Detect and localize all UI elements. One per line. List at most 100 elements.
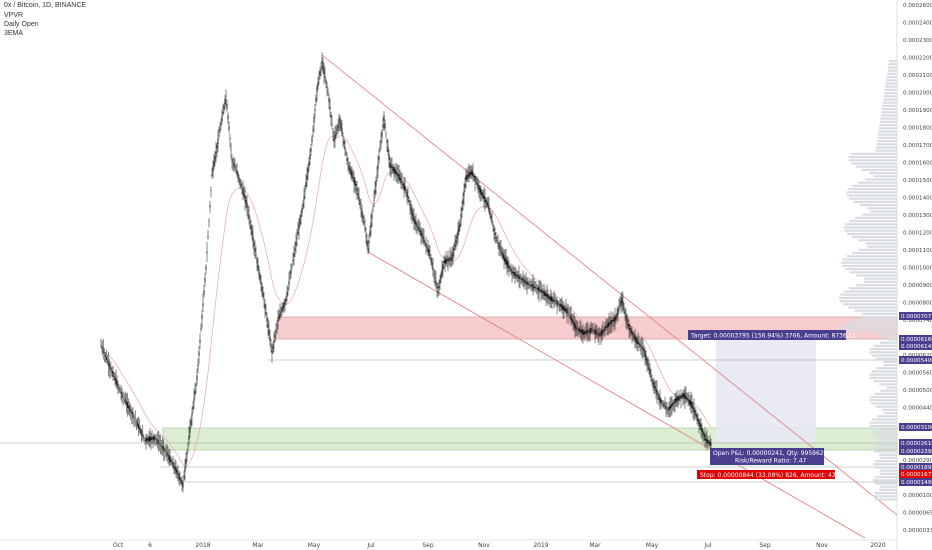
volume-profile-bar	[863, 277, 897, 280]
open-pl-note[interactable]: Open P&L: 0.00000241, Qty: 99596245 Risk…	[710, 448, 831, 465]
candle	[667, 406, 669, 417]
candle	[581, 326, 583, 343]
candle	[192, 401, 194, 414]
candle	[541, 285, 543, 300]
candle	[153, 433, 155, 445]
volume-profile-bar	[887, 72, 897, 75]
candle	[524, 276, 526, 287]
long-position-target-area[interactable]	[716, 338, 816, 442]
candle	[525, 272, 527, 291]
candle	[258, 265, 260, 280]
candle	[418, 219, 420, 235]
volume-profile-bar	[852, 319, 897, 322]
candle	[338, 113, 340, 132]
volume-profile-bar	[877, 140, 897, 143]
candle	[100, 338, 102, 348]
candle	[134, 410, 136, 427]
candle	[431, 257, 433, 269]
candle	[110, 362, 112, 378]
stop-note-text: Stop: 0.00000844 (33.08%) 826, Amount: 4…	[700, 472, 843, 479]
candle	[587, 322, 589, 343]
candle	[408, 196, 410, 205]
volume-profile-bar	[889, 60, 897, 63]
time-tick-label: Oct	[113, 542, 124, 549]
stop-note[interactable]: Stop: 0.00000844 (33.08%) 826, Amount: 4…	[697, 470, 843, 479]
candle	[469, 165, 471, 179]
candle	[398, 164, 400, 183]
candle	[688, 391, 690, 407]
candle	[244, 187, 246, 211]
time-axis[interactable]: Oct 6 2018 Mar May Jul Sep Nov 2019 Mar May Jul Sep N…	[113, 542, 886, 549]
open-pl-text: Open P&L: 0.00000241, Qty: 99596245	[713, 450, 831, 457]
candle	[529, 278, 531, 289]
candle	[133, 414, 135, 428]
price-badge-label: 0.00002398	[901, 449, 932, 455]
candle	[693, 398, 695, 421]
candle	[249, 216, 251, 230]
candle	[121, 387, 123, 404]
candle	[426, 244, 428, 253]
candle	[162, 436, 164, 456]
indicator-3ema[interactable]: 3EMA	[4, 30, 24, 37]
volume-profile-bar	[847, 232, 897, 235]
candle	[458, 219, 460, 235]
candle	[691, 394, 693, 413]
volume-profile-bar	[883, 98, 897, 101]
candle	[546, 284, 548, 304]
candle	[507, 256, 509, 273]
candle	[252, 225, 254, 249]
target-note[interactable]: Target: 0.00003795 (156.94%) 3766, Amoun…	[688, 330, 857, 340]
candle	[329, 98, 331, 118]
candle	[437, 282, 439, 297]
candle	[627, 315, 629, 329]
candle	[346, 151, 348, 165]
time-tick-label: Nov	[478, 542, 490, 549]
candle	[381, 129, 383, 144]
candle	[575, 319, 577, 337]
candle	[352, 169, 354, 182]
candle	[428, 244, 430, 259]
candle	[185, 452, 187, 469]
price-badge-label: 0.00001671	[901, 472, 932, 478]
candle	[183, 470, 185, 482]
candle	[631, 326, 633, 344]
candle	[565, 298, 567, 317]
candle	[204, 273, 206, 287]
volume-profile-bar	[888, 66, 897, 69]
candle	[707, 436, 709, 447]
candle	[477, 177, 479, 194]
candle	[115, 369, 117, 388]
indicator-daily-open[interactable]: Daily Open	[4, 21, 39, 28]
candle	[191, 407, 193, 427]
volume-profile-bar	[885, 82, 897, 85]
indicator-vpvr[interactable]: VPVR	[4, 12, 24, 19]
candle	[362, 212, 364, 225]
candle	[151, 430, 153, 445]
volume-profile-bar	[852, 184, 897, 187]
candle	[658, 392, 660, 406]
candle	[236, 163, 238, 178]
candle	[242, 180, 244, 200]
volume-profile-bar	[884, 88, 897, 91]
candle	[508, 259, 510, 277]
candle	[699, 418, 701, 430]
candle	[689, 395, 691, 410]
candle	[697, 413, 699, 427]
volume-profile-bar	[879, 341, 897, 344]
lower-trendline[interactable]	[367, 251, 866, 539]
candle	[157, 430, 159, 452]
candle	[331, 115, 333, 130]
candle	[397, 165, 399, 185]
candle	[680, 389, 682, 409]
price-badge: 0.00003100	[899, 423, 932, 431]
candle	[256, 256, 258, 272]
volume-profile-bar	[846, 255, 897, 258]
candle	[342, 132, 344, 147]
candle	[292, 252, 294, 265]
candle	[427, 239, 429, 257]
upper-trendline[interactable]	[321, 54, 898, 516]
candle	[334, 126, 336, 149]
